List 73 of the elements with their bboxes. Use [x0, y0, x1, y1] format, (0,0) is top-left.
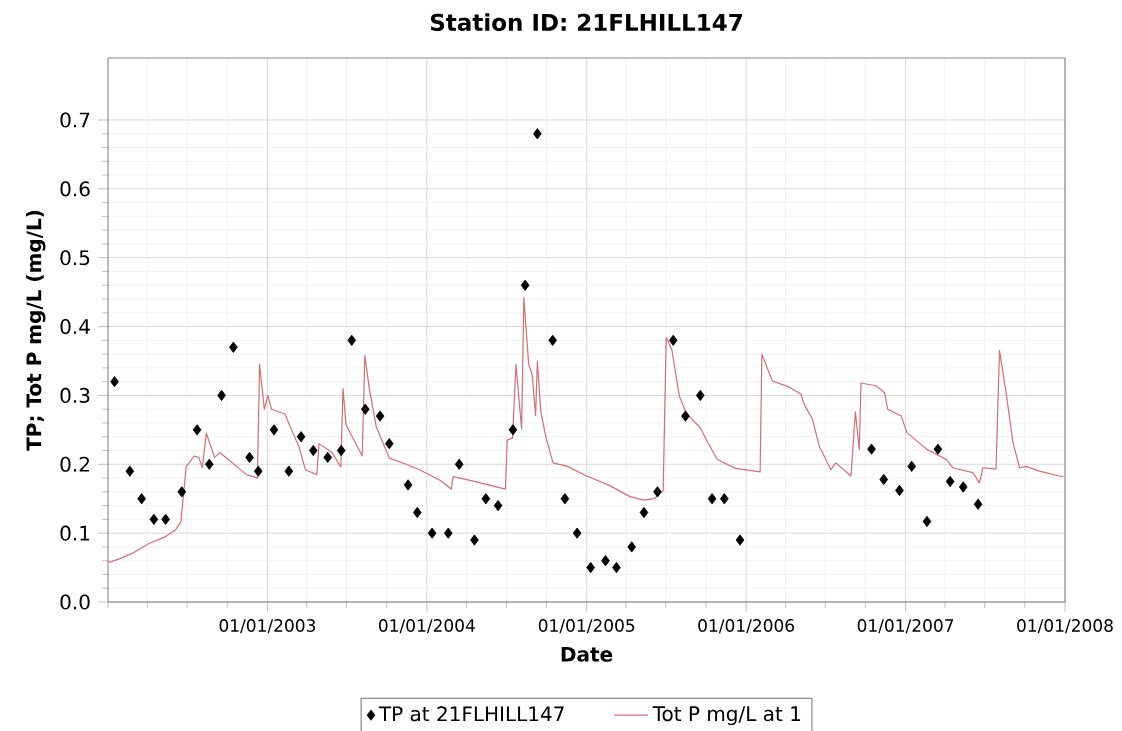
point: [907, 460, 916, 472]
point: [653, 486, 662, 498]
point: [560, 493, 570, 505]
point: [493, 500, 503, 512]
y-axis-title: TP; Tot P mg/L (mg/L): [25, 210, 46, 451]
point: [668, 334, 678, 346]
point: [681, 410, 690, 422]
x-tick-label: 01/01/2006: [698, 619, 795, 634]
point: [520, 279, 530, 291]
point: [572, 527, 582, 539]
x-axis-title: Date: [561, 646, 613, 662]
x-tick-label: 01/01/2005: [538, 619, 635, 634]
point: [470, 534, 479, 546]
x-tick-label: 01/01/2008: [1017, 619, 1113, 634]
point: [269, 424, 279, 436]
point: [945, 475, 955, 488]
y-tick-label: 0.5: [60, 250, 90, 266]
point: [639, 506, 649, 519]
point: [867, 443, 876, 455]
point: [110, 376, 119, 388]
y-tick-label: 0.6: [60, 181, 90, 197]
point: [403, 479, 413, 491]
point: [548, 334, 557, 346]
line-series: [108, 297, 1064, 563]
point: [481, 493, 491, 505]
point: [205, 458, 214, 470]
point: [508, 424, 518, 436]
chart-title: Station ID: 21FLHILL147: [430, 13, 742, 32]
point: [922, 515, 932, 528]
point: [720, 493, 729, 505]
point: [735, 534, 745, 546]
point: [284, 465, 294, 477]
point: [973, 498, 983, 510]
y-tick-label: 0.7: [60, 112, 90, 128]
point: [245, 451, 254, 463]
point: [879, 473, 889, 486]
point: [695, 389, 705, 402]
point: [454, 458, 464, 470]
point: [229, 341, 238, 353]
point: [347, 334, 357, 346]
point: [308, 444, 318, 457]
y-tick-label: 0.4: [60, 319, 90, 335]
point: [253, 465, 263, 477]
point: [125, 465, 135, 477]
y-tick-label: 0.3: [60, 387, 90, 403]
x-tick-label: 01/01/2004: [378, 619, 475, 634]
point: [427, 527, 437, 539]
y-tick-label: 0.2: [60, 456, 89, 472]
point: [149, 513, 159, 525]
point: [707, 493, 717, 505]
point: [323, 451, 333, 463]
point: [533, 128, 542, 140]
point: [192, 424, 202, 436]
x-tick-label: 01/01/2003: [219, 619, 316, 634]
y-tick-label: 0.0: [60, 594, 90, 610]
point: [933, 443, 943, 455]
point: [161, 513, 170, 525]
point: [412, 506, 422, 519]
point: [336, 444, 346, 457]
point: [958, 481, 968, 493]
point: [177, 486, 187, 498]
point: [627, 541, 637, 553]
point: [375, 410, 385, 422]
x-tick-label: 01/01/2007: [857, 619, 954, 634]
point: [601, 555, 610, 567]
legend-label: TP at 21FLHILL147: [378, 706, 564, 722]
y-tick-label: 0.1: [60, 525, 90, 541]
point: [360, 403, 370, 415]
point: [384, 438, 394, 450]
point: [137, 493, 146, 505]
point: [296, 431, 306, 443]
point: [443, 527, 453, 539]
legend-label: Tot P mg/L at 1: [652, 706, 801, 726]
